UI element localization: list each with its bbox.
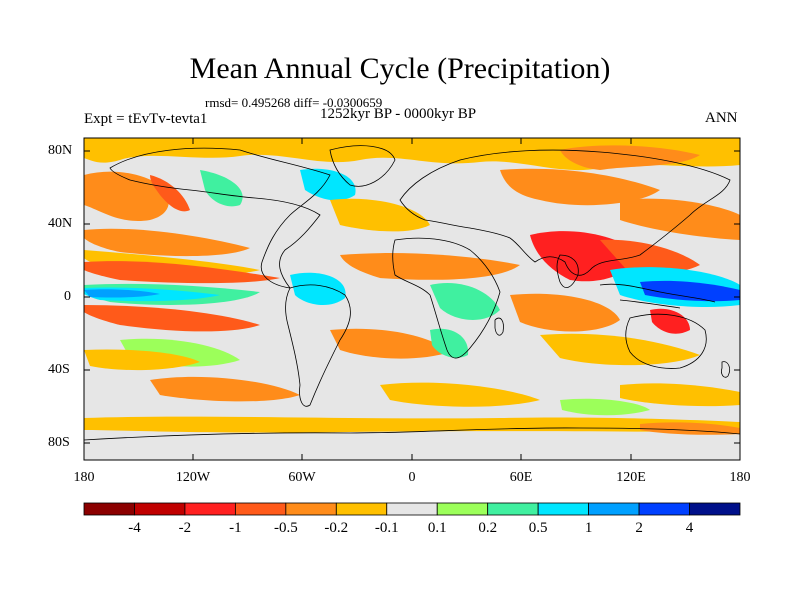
field-patch (430, 282, 500, 320)
colorbar-box (638, 502, 690, 516)
period-label: 1252kyr BP - 0000kyr BP (320, 106, 477, 122)
lon-label: 180 (73, 470, 95, 485)
colorbar-label: 4 (685, 520, 694, 536)
stats-label: rmsd= 0.495268 diff= -0.0300659 (205, 95, 383, 110)
field-patch (340, 253, 520, 280)
lat-label: 80S (48, 435, 70, 450)
coast-north-america (109, 147, 331, 289)
field-patch (150, 376, 300, 402)
field-patch (84, 416, 740, 433)
field-patch (560, 398, 650, 416)
colorbar-label: -1 (229, 520, 242, 536)
lat-label: 0 (64, 289, 71, 304)
colorbar-label: 1 (584, 520, 593, 536)
colorbar-box (83, 502, 135, 516)
coast-eurasia (399, 149, 731, 276)
colorbar-box (335, 502, 388, 516)
lon-label: 60E (509, 470, 533, 485)
lon-label: 60W (288, 470, 316, 485)
coast-maritime-continent (599, 283, 716, 309)
lon-label: 180 (729, 470, 751, 485)
coast-africa (392, 237, 501, 359)
field-patch (330, 328, 450, 359)
field-patch (330, 198, 430, 232)
field-patch (380, 382, 540, 407)
colorbar-label: -0.5 (273, 520, 298, 536)
colorbar-label: 0.5 (528, 520, 548, 536)
experiment-label: Expt = tEvTv-tevta1 (84, 111, 208, 127)
coast-india (556, 254, 579, 288)
field-patch (150, 175, 190, 212)
colorbar-box (234, 502, 287, 516)
field-patch (620, 198, 740, 240)
lon-label: 120E (616, 470, 646, 485)
colorbar-label: -0.1 (374, 520, 399, 536)
lon-label: 120W (175, 470, 211, 485)
field-patch (290, 272, 346, 306)
field-patch (200, 170, 243, 207)
colorbar-label: -4 (128, 520, 141, 536)
field-patch (84, 305, 260, 332)
coast-madagascar (494, 317, 504, 336)
lon-label: 0 (408, 470, 416, 485)
colorbar (83, 502, 741, 516)
colorbar-label: 2 (635, 520, 643, 536)
coast-australia (625, 313, 707, 369)
plot-title: Mean Annual Cycle (Precipitation) (189, 52, 611, 85)
lat-label: 40S (48, 362, 70, 377)
coast-antarctica (84, 427, 740, 441)
field-patch (430, 328, 469, 358)
field-patch (500, 168, 660, 206)
lat-label: 80N (48, 143, 73, 158)
colorbar-label: -2 (178, 520, 192, 536)
colorbar-box (537, 502, 590, 516)
field-patch (620, 383, 740, 407)
axis-ticks (84, 138, 740, 460)
colorbar-label: 0.1 (427, 520, 447, 536)
field-patch (650, 308, 690, 334)
coastlines (84, 145, 740, 441)
colorbar-label: -0.2 (324, 520, 349, 536)
field-patch (510, 293, 620, 332)
coast-greenland (329, 145, 396, 187)
coast-south-america (285, 284, 351, 407)
colorbar-box (285, 502, 337, 516)
colorbar-box (184, 502, 236, 516)
colorbar-box (487, 502, 539, 516)
colorbar-box (689, 502, 741, 516)
coast-new-zealand (721, 361, 730, 378)
field-patch (640, 280, 740, 302)
field-patch (84, 261, 280, 284)
field-patch (84, 349, 200, 371)
field-patch (600, 239, 700, 273)
field-patch (540, 333, 700, 366)
field-patch (84, 289, 160, 298)
colorbar-box (436, 502, 489, 516)
field-patch (84, 228, 250, 257)
lat-label: 40N (48, 216, 73, 231)
anomaly-field (84, 138, 740, 460)
colorbar-box (134, 502, 186, 516)
colorbar-box (588, 502, 640, 516)
season-label: ANN (705, 110, 738, 126)
colorbar-box (386, 502, 438, 516)
colorbar-label: 0.2 (478, 520, 498, 536)
